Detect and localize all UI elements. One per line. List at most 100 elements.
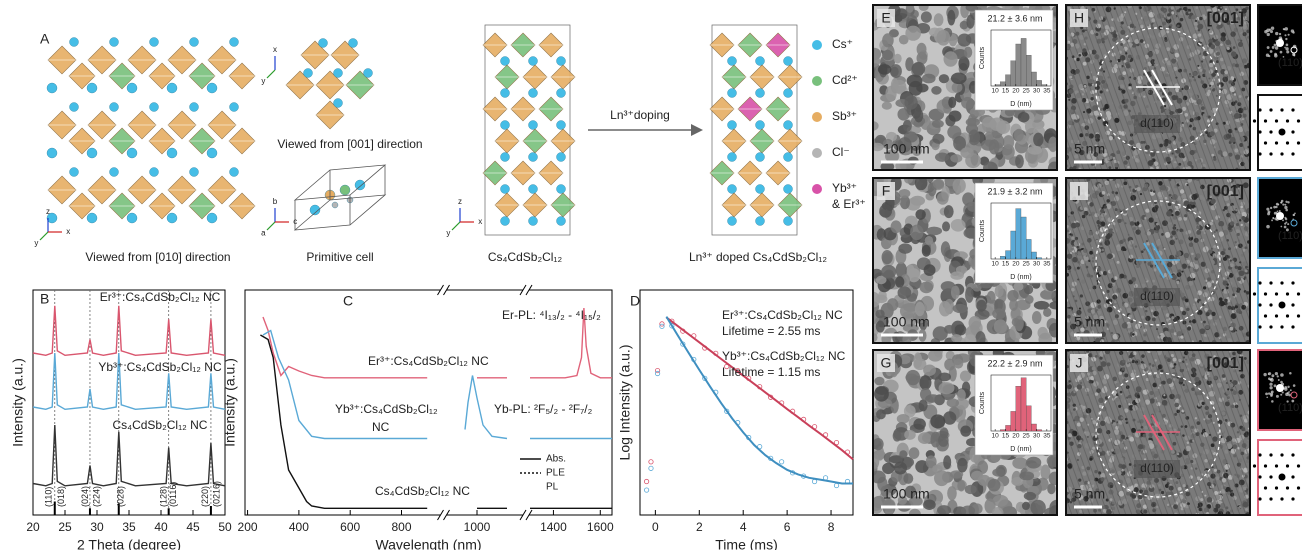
lattice-dot — [1156, 166, 1159, 169]
atom — [70, 103, 79, 112]
lattice-dot — [1087, 436, 1089, 438]
lattice-dot — [1189, 73, 1191, 75]
inset-x-tick-label: 25 — [1023, 88, 1031, 95]
lattice-dot — [1077, 267, 1080, 270]
particle — [1030, 500, 1045, 516]
lattice-dot — [1108, 76, 1110, 78]
particle — [882, 250, 893, 264]
atom — [728, 153, 737, 162]
lattice-dot — [1185, 425, 1188, 428]
particle — [1014, 129, 1024, 141]
particle — [931, 86, 941, 95]
histogram-bar — [1031, 424, 1036, 431]
lattice-dot — [1201, 104, 1203, 106]
atom — [87, 213, 97, 223]
decay-point — [655, 371, 659, 375]
lattice-dot — [1201, 106, 1205, 110]
lattice-dot — [1195, 417, 1197, 419]
particle — [903, 120, 912, 132]
lattice-dot — [1228, 306, 1232, 310]
atom — [319, 39, 328, 48]
diffraction-spot — [1269, 303, 1272, 306]
particle — [1012, 318, 1020, 326]
lattice-dot — [1077, 459, 1079, 461]
histogram-bar — [1026, 239, 1031, 259]
atom — [784, 57, 793, 66]
lattice-dot — [1182, 434, 1184, 436]
lattice-dot — [1241, 88, 1245, 92]
lattice-dot — [1170, 328, 1175, 333]
curve-label: Yb³⁺:Cs₄CdSb₂Cl₁₂ NC — [98, 360, 222, 374]
particle — [976, 300, 986, 312]
caption: Cs₄CdSb₂Cl₁₂ — [488, 250, 563, 264]
lattice-dot — [1101, 218, 1104, 221]
diffraction-spot — [1291, 325, 1294, 328]
lattice-dot — [1095, 392, 1098, 395]
lattice-dot — [1197, 132, 1200, 135]
particle — [899, 450, 907, 458]
lattice-dot — [1080, 382, 1083, 385]
particle — [1049, 301, 1062, 309]
lattice-dot — [1082, 215, 1086, 219]
legend-label: Cd²⁺ — [832, 73, 858, 87]
fft-spot — [1269, 386, 1272, 389]
atom — [190, 103, 199, 112]
diffraction-spot — [1291, 497, 1294, 500]
lattice-dot — [1190, 357, 1195, 362]
legend-label: Cs⁺ — [832, 37, 853, 51]
atom — [557, 185, 566, 194]
atom — [230, 38, 239, 47]
panel-label: G — [881, 355, 892, 371]
atom — [230, 168, 239, 177]
particle — [937, 192, 949, 205]
arrow-label: Ln³⁺doping — [610, 108, 670, 122]
lattice-dot — [1241, 226, 1243, 228]
fft-spot — [1278, 379, 1280, 381]
particle — [907, 265, 915, 277]
atom — [529, 217, 538, 226]
atom — [501, 121, 510, 130]
atom — [190, 168, 199, 177]
particle — [881, 265, 896, 279]
particle — [949, 111, 962, 122]
lattice-dot — [1197, 65, 1199, 67]
lattice-dot — [1089, 458, 1092, 461]
lattice-dot — [1096, 240, 1098, 242]
lattice-dot — [1213, 158, 1216, 161]
lattice-dot — [1124, 60, 1127, 63]
particle — [943, 455, 951, 469]
x-tick-label: 45 — [186, 520, 200, 534]
diffraction-spot — [1269, 108, 1272, 111]
lattice-dot — [1092, 257, 1095, 260]
particle — [873, 438, 884, 450]
reference-bar — [89, 508, 91, 515]
fft-spot — [1285, 209, 1288, 212]
particle — [987, 291, 996, 304]
fit-curve — [666, 317, 853, 459]
diffraction-spot — [1297, 119, 1300, 122]
x-tick-label: 40 — [154, 520, 168, 534]
lattice-dot — [1133, 227, 1136, 230]
inset-title: 22.2 ± 2.9 nm — [988, 358, 1043, 368]
diffraction-spot — [1264, 141, 1267, 144]
particle — [876, 409, 886, 419]
particle — [898, 243, 912, 253]
decay-point — [649, 460, 653, 464]
panel-label: H — [1074, 10, 1084, 26]
atom — [349, 39, 358, 48]
inset-x-tick-label: 15 — [1002, 88, 1010, 95]
cell — [295, 165, 385, 200]
fft-spot — [1275, 372, 1278, 375]
lattice-dot — [1235, 209, 1237, 211]
lattice-dot — [1123, 181, 1127, 185]
atom — [150, 38, 159, 47]
lattice-dot — [1085, 37, 1088, 40]
lattice-dot — [1078, 269, 1081, 272]
lattice-dot — [1240, 151, 1243, 154]
atom — [334, 99, 343, 108]
histogram-bar — [1026, 406, 1031, 431]
particle — [874, 377, 884, 386]
lattice-dot — [1146, 240, 1148, 242]
diffraction-spot — [1269, 475, 1272, 478]
particle — [969, 316, 982, 330]
